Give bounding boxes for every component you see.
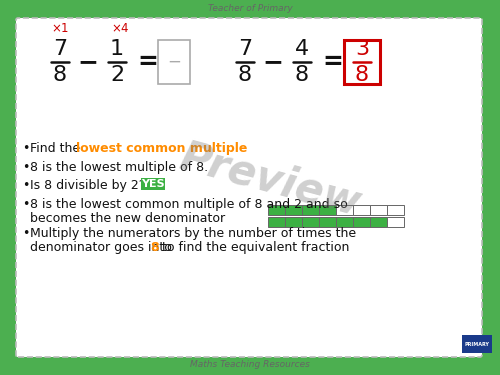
Text: •: • bbox=[22, 161, 30, 174]
Text: 8: 8 bbox=[238, 65, 252, 85]
Text: Preview: Preview bbox=[174, 136, 366, 224]
Bar bbox=[319, 205, 336, 215]
Bar bbox=[336, 217, 353, 227]
Text: 2: 2 bbox=[110, 65, 124, 85]
Text: −: − bbox=[167, 53, 181, 71]
Text: Maths Teaching Resources: Maths Teaching Resources bbox=[190, 360, 310, 369]
Text: PRIMARY: PRIMARY bbox=[464, 342, 489, 346]
Bar bbox=[387, 217, 404, 227]
Bar bbox=[387, 205, 404, 215]
Bar bbox=[268, 205, 285, 215]
Text: 8 is the lowest common multiple of 8 and 2 and so: 8 is the lowest common multiple of 8 and… bbox=[30, 198, 348, 211]
FancyBboxPatch shape bbox=[16, 18, 482, 357]
Bar bbox=[336, 205, 353, 215]
Text: •: • bbox=[22, 142, 30, 155]
Bar bbox=[285, 217, 302, 227]
Text: =: = bbox=[138, 50, 158, 74]
Bar bbox=[353, 217, 370, 227]
Bar bbox=[268, 217, 285, 227]
Bar bbox=[370, 205, 387, 215]
Text: −: − bbox=[78, 50, 98, 74]
Bar bbox=[319, 217, 336, 227]
Text: −: − bbox=[262, 50, 283, 74]
Text: 1: 1 bbox=[110, 39, 124, 59]
Text: 8: 8 bbox=[355, 65, 369, 85]
Bar bbox=[302, 205, 319, 215]
Bar bbox=[462, 335, 492, 353]
Text: 7: 7 bbox=[238, 39, 252, 59]
Bar bbox=[353, 205, 370, 215]
Text: Teacher of Primary: Teacher of Primary bbox=[208, 4, 292, 13]
Text: 4: 4 bbox=[295, 39, 309, 59]
Text: 8: 8 bbox=[150, 241, 158, 254]
Text: lowest common multiple: lowest common multiple bbox=[76, 142, 248, 155]
Bar bbox=[285, 205, 302, 215]
Text: $\times 1$: $\times 1$ bbox=[51, 22, 69, 35]
Text: YES: YES bbox=[141, 179, 165, 189]
Text: =: = bbox=[322, 50, 344, 74]
Text: •: • bbox=[22, 198, 30, 211]
Text: 8: 8 bbox=[53, 65, 67, 85]
Text: Find the: Find the bbox=[30, 142, 84, 155]
Bar bbox=[158, 40, 190, 84]
Text: to find the equivalent fraction: to find the equivalent fraction bbox=[158, 241, 350, 254]
Text: becomes the new denominator: becomes the new denominator bbox=[30, 212, 225, 225]
Text: 3: 3 bbox=[355, 39, 369, 59]
Text: Is 8 divisible by 2?: Is 8 divisible by 2? bbox=[30, 179, 150, 192]
Text: denominator goes into: denominator goes into bbox=[30, 241, 176, 254]
Text: Multiply the numerators by the number of times the: Multiply the numerators by the number of… bbox=[30, 227, 356, 240]
Bar bbox=[302, 217, 319, 227]
Text: 7: 7 bbox=[53, 39, 67, 59]
Text: $\times 4$: $\times 4$ bbox=[110, 22, 130, 35]
Text: •: • bbox=[22, 179, 30, 192]
Text: 8: 8 bbox=[295, 65, 309, 85]
Bar bbox=[344, 40, 380, 84]
Text: •: • bbox=[22, 227, 30, 240]
Text: 8 is the lowest multiple of 8.: 8 is the lowest multiple of 8. bbox=[30, 161, 208, 174]
Bar bbox=[141, 178, 165, 190]
Bar bbox=[370, 217, 387, 227]
